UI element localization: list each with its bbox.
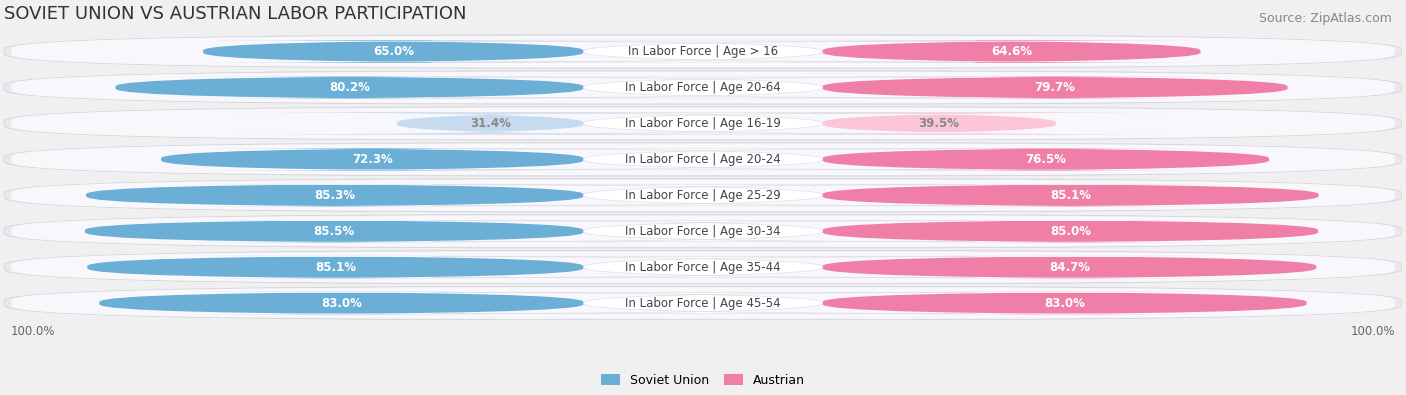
Text: 85.0%: 85.0%: [1050, 225, 1091, 238]
FancyBboxPatch shape: [100, 292, 583, 314]
Text: 85.5%: 85.5%: [314, 225, 354, 238]
FancyBboxPatch shape: [432, 41, 974, 62]
Text: 72.3%: 72.3%: [352, 153, 392, 166]
FancyBboxPatch shape: [11, 72, 1395, 103]
Legend: Soviet Union, Austrian: Soviet Union, Austrian: [602, 374, 804, 387]
FancyBboxPatch shape: [11, 108, 1395, 139]
FancyBboxPatch shape: [11, 216, 1395, 247]
FancyBboxPatch shape: [11, 288, 1395, 319]
Text: SOVIET UNION VS AUSTRIAN LABOR PARTICIPATION: SOVIET UNION VS AUSTRIAN LABOR PARTICIPA…: [4, 5, 467, 23]
FancyBboxPatch shape: [86, 184, 583, 207]
FancyBboxPatch shape: [193, 40, 595, 63]
Text: In Labor Force | Age 35-44: In Labor Force | Age 35-44: [626, 261, 780, 274]
Text: 83.0%: 83.0%: [321, 297, 361, 310]
FancyBboxPatch shape: [4, 179, 1402, 212]
Text: 83.0%: 83.0%: [1045, 297, 1085, 310]
FancyBboxPatch shape: [115, 76, 583, 99]
Text: Source: ZipAtlas.com: Source: ZipAtlas.com: [1258, 12, 1392, 25]
Text: 64.6%: 64.6%: [991, 45, 1032, 58]
FancyBboxPatch shape: [11, 36, 1395, 67]
Text: In Labor Force | Age > 16: In Labor Force | Age > 16: [628, 45, 778, 58]
Text: 100.0%: 100.0%: [1350, 325, 1395, 338]
FancyBboxPatch shape: [162, 148, 583, 171]
FancyBboxPatch shape: [432, 149, 974, 170]
Text: In Labor Force | Age 20-24: In Labor Force | Age 20-24: [626, 153, 780, 166]
FancyBboxPatch shape: [11, 144, 1395, 175]
FancyBboxPatch shape: [4, 35, 1402, 68]
Text: 65.0%: 65.0%: [373, 45, 413, 58]
FancyBboxPatch shape: [810, 40, 1213, 63]
Text: 39.5%: 39.5%: [918, 117, 960, 130]
Text: In Labor Force | Age 16-19: In Labor Force | Age 16-19: [626, 117, 780, 130]
Text: 85.1%: 85.1%: [1050, 189, 1091, 202]
FancyBboxPatch shape: [432, 221, 974, 242]
FancyBboxPatch shape: [432, 185, 974, 206]
FancyBboxPatch shape: [11, 252, 1395, 283]
FancyBboxPatch shape: [4, 286, 1402, 320]
Text: 80.2%: 80.2%: [329, 81, 370, 94]
Text: 76.5%: 76.5%: [1025, 153, 1066, 166]
FancyBboxPatch shape: [823, 292, 1306, 314]
Text: In Labor Force | Age 45-54: In Labor Force | Age 45-54: [626, 297, 780, 310]
Text: 85.3%: 85.3%: [315, 189, 356, 202]
FancyBboxPatch shape: [432, 257, 974, 278]
Text: In Labor Force | Age 20-64: In Labor Force | Age 20-64: [626, 81, 780, 94]
Text: 100.0%: 100.0%: [11, 325, 56, 338]
FancyBboxPatch shape: [4, 214, 1402, 248]
FancyBboxPatch shape: [84, 220, 583, 243]
FancyBboxPatch shape: [823, 76, 1288, 99]
Text: 79.7%: 79.7%: [1035, 81, 1076, 94]
FancyBboxPatch shape: [4, 143, 1402, 176]
FancyBboxPatch shape: [87, 256, 583, 278]
FancyBboxPatch shape: [823, 148, 1270, 171]
FancyBboxPatch shape: [823, 220, 1319, 243]
Text: 85.1%: 85.1%: [315, 261, 356, 274]
Text: In Labor Force | Age 30-34: In Labor Force | Age 30-34: [626, 225, 780, 238]
Text: 84.7%: 84.7%: [1049, 261, 1090, 274]
FancyBboxPatch shape: [432, 293, 974, 314]
FancyBboxPatch shape: [193, 112, 789, 135]
FancyBboxPatch shape: [11, 180, 1395, 211]
FancyBboxPatch shape: [432, 113, 974, 134]
FancyBboxPatch shape: [432, 77, 974, 98]
FancyBboxPatch shape: [823, 184, 1319, 207]
FancyBboxPatch shape: [665, 112, 1213, 135]
FancyBboxPatch shape: [4, 250, 1402, 284]
Text: In Labor Force | Age 25-29: In Labor Force | Age 25-29: [626, 189, 780, 202]
FancyBboxPatch shape: [823, 256, 1316, 278]
FancyBboxPatch shape: [4, 107, 1402, 140]
Text: 31.4%: 31.4%: [470, 117, 510, 130]
FancyBboxPatch shape: [4, 71, 1402, 104]
